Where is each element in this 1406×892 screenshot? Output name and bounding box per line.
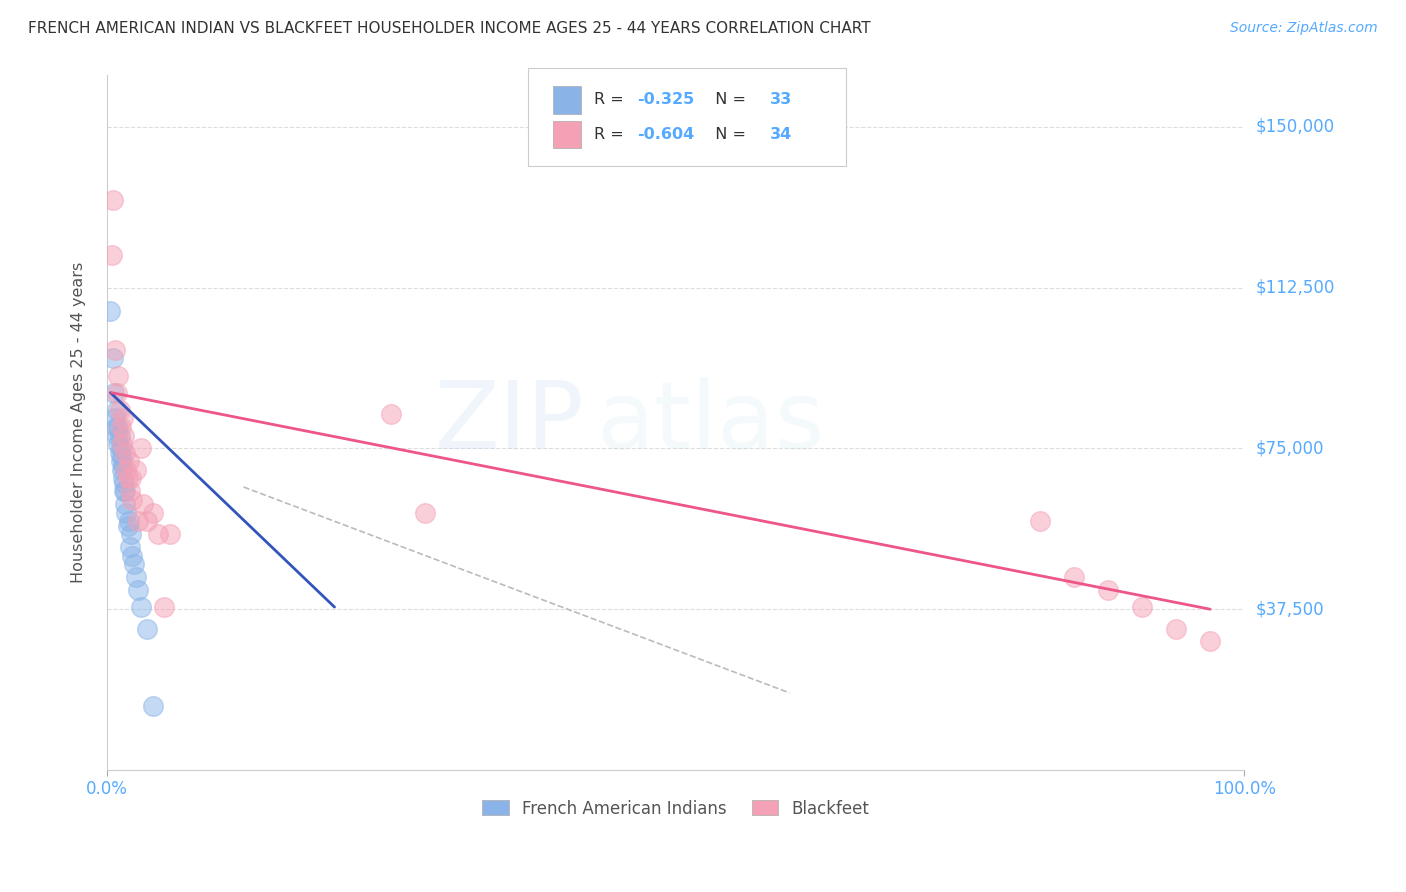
Point (153, 600, 176, 615)
Point (110, 454, 132, 468)
Text: $150,000: $150,000 (1256, 118, 1334, 136)
Point (105, 428, 128, 442)
Point (110, 420, 132, 434)
Point (120, 471, 142, 485)
Text: ZIP: ZIP (434, 376, 585, 468)
Point (111, 471, 134, 485)
Point (105, 402, 128, 417)
Point (121, 492, 143, 507)
Point (111, 458, 134, 473)
Bar (553, 86, 581, 113)
Point (114, 446, 136, 460)
Text: atlas: atlas (596, 376, 824, 468)
Point (101, 193, 124, 207)
Text: R =: R = (593, 92, 628, 107)
Point (132, 497, 155, 511)
Point (415, 506, 437, 520)
Point (112, 475, 135, 490)
Point (148, 527, 170, 541)
Point (135, 514, 157, 528)
Point (100, 304, 122, 318)
Point (1063, 570, 1085, 584)
Point (129, 442, 152, 456)
Legend: French American Indians, Blackfeet: French American Indians, Blackfeet (475, 793, 876, 824)
Point (127, 582, 149, 597)
Point (118, 540, 141, 554)
Point (107, 437, 129, 451)
Point (105, 385, 128, 400)
Point (118, 484, 141, 499)
Text: N =: N = (706, 127, 751, 142)
Point (115, 463, 138, 477)
Point (124, 463, 146, 477)
Point (124, 570, 146, 584)
Point (111, 437, 134, 451)
Text: -0.325: -0.325 (637, 92, 695, 107)
Point (135, 622, 157, 636)
Text: N =: N = (706, 92, 751, 107)
Text: Source: ZipAtlas.com: Source: ZipAtlas.com (1230, 21, 1378, 35)
Point (129, 600, 152, 615)
Point (117, 471, 139, 485)
Point (115, 506, 138, 520)
FancyBboxPatch shape (527, 69, 846, 166)
Text: $75,000: $75,000 (1256, 440, 1324, 458)
Point (380, 407, 402, 421)
Point (108, 428, 131, 442)
Text: $37,500: $37,500 (1256, 600, 1324, 618)
Point (120, 527, 142, 541)
Point (1199, 634, 1222, 648)
Point (107, 368, 129, 383)
Point (104, 411, 127, 425)
Text: $112,500: $112,500 (1256, 278, 1334, 297)
Point (1028, 514, 1050, 528)
Point (110, 442, 132, 456)
Text: -0.604: -0.604 (637, 127, 695, 142)
Point (108, 446, 131, 460)
Bar (553, 120, 581, 148)
Y-axis label: Householder Income Ages 25 - 44 years: Householder Income Ages 25 - 44 years (72, 262, 86, 583)
Point (103, 385, 125, 400)
Point (121, 549, 143, 563)
Point (107, 420, 129, 434)
Point (104, 343, 127, 357)
Text: 33: 33 (770, 92, 793, 107)
Point (1097, 582, 1119, 597)
Point (114, 497, 136, 511)
Point (127, 514, 149, 528)
Point (112, 484, 135, 499)
Point (117, 518, 139, 533)
Point (101, 351, 124, 366)
Text: FRENCH AMERICAN INDIAN VS BLACKFEET HOUSEHOLDER INCOME AGES 25 - 44 YEARS CORREL: FRENCH AMERICAN INDIAN VS BLACKFEET HOUS… (28, 21, 870, 36)
Point (111, 411, 134, 425)
Point (142, 698, 165, 713)
Text: 34: 34 (770, 127, 793, 142)
Point (1130, 600, 1153, 615)
Point (118, 514, 141, 528)
Point (105, 420, 128, 434)
Point (100, 248, 122, 262)
Point (111, 450, 134, 464)
Point (159, 527, 181, 541)
Point (124, 557, 146, 571)
Point (114, 484, 136, 499)
Point (142, 506, 165, 520)
Point (108, 402, 131, 417)
Point (112, 428, 135, 442)
Point (1164, 622, 1187, 636)
Text: R =: R = (593, 127, 628, 142)
Point (111, 463, 134, 477)
Point (118, 454, 141, 468)
